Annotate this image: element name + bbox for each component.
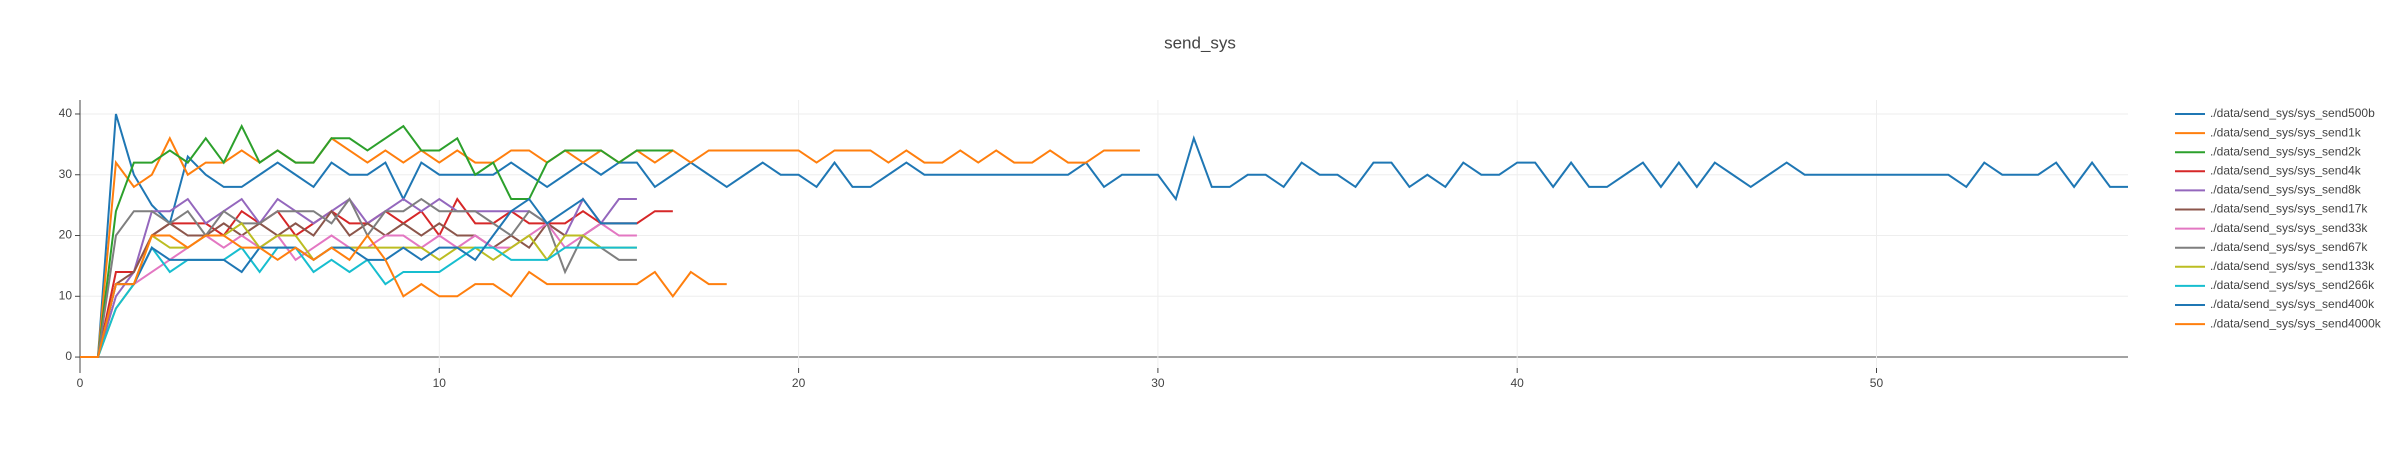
y-tick-label: 20 — [59, 228, 73, 242]
legend-label: ./data/send_sys/sys_send4000k — [2210, 316, 2382, 330]
series-line — [80, 245, 637, 359]
x-tick-label: 30 — [1151, 376, 1165, 390]
y-tick-label: 10 — [59, 288, 73, 302]
legend-label: ./data/send_sys/sys_send8k — [2210, 183, 2362, 197]
chart-title: send_sys — [1164, 33, 1236, 52]
legend-label: ./data/send_sys/sys_send400k — [2210, 297, 2375, 311]
y-tick-label: 30 — [59, 167, 73, 181]
y-tick-label: 0 — [65, 349, 72, 363]
legend-label: ./data/send_sys/sys_send1k — [2210, 125, 2362, 139]
series-line — [80, 233, 727, 359]
legend-label: ./data/send_sys/sys_send33k — [2210, 221, 2368, 235]
y-tick-label: 40 — [59, 106, 73, 120]
legend-label: ./data/send_sys/sys_send4k — [2210, 163, 2362, 177]
series-line — [80, 197, 637, 359]
x-tick-label: 40 — [1511, 376, 1525, 390]
series-line — [80, 197, 637, 359]
series-line — [80, 123, 673, 359]
x-tick-label: 50 — [1870, 376, 1884, 390]
legend-label: ./data/send_sys/sys_send67k — [2210, 240, 2368, 254]
x-tick-label: 20 — [792, 376, 806, 390]
x-tick-label: 10 — [433, 376, 447, 390]
legend-label: ./data/send_sys/sys_send500b — [2210, 106, 2375, 120]
legend-label: ./data/send_sys/sys_send17k — [2210, 202, 2368, 216]
series-line — [80, 221, 637, 359]
x-tick-label: 0 — [77, 376, 84, 390]
legend-label: ./data/send_sys/sys_send266k — [2210, 278, 2375, 292]
legend-label: ./data/send_sys/sys_send2k — [2210, 144, 2362, 158]
series-line — [80, 113, 2128, 359]
legend-label: ./data/send_sys/sys_send133k — [2210, 259, 2375, 273]
series-line — [80, 209, 637, 359]
